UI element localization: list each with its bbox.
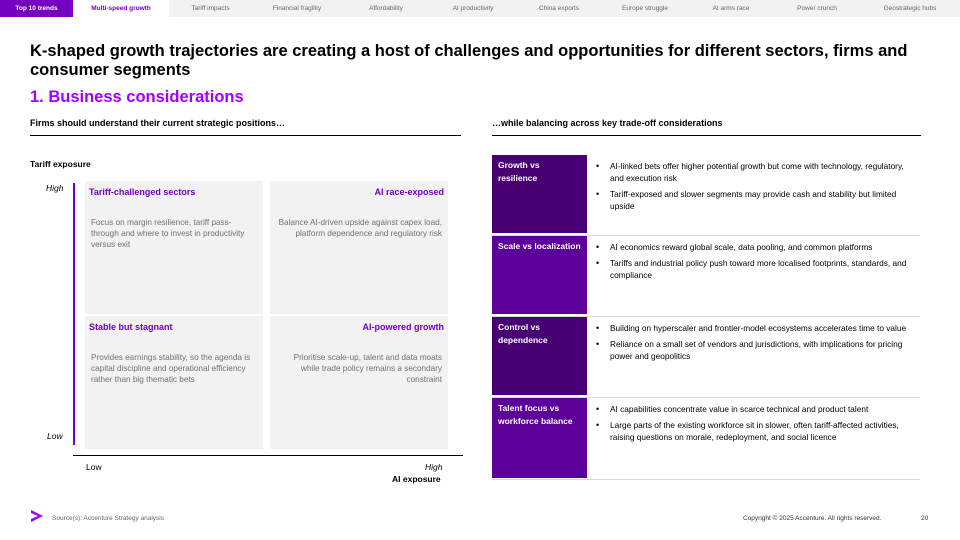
x-axis-high-label: High: [425, 462, 443, 472]
page-subtitle: 1. Business considerations: [30, 88, 244, 106]
quadrant-body: Balance AI-driven upside against capex l…: [278, 218, 442, 238]
bullet-item: Large parts of the existing workforce si…: [596, 419, 918, 443]
accenture-logo-icon: [31, 510, 43, 522]
bullet-item: Reliance on a small set of vendors and j…: [596, 338, 918, 362]
bullet-item: AI economics reward global scale, data p…: [596, 241, 918, 253]
quadrant-top-right: AI race-exposed Balance AI-driven upside…: [270, 181, 448, 314]
tab-financial-fragility[interactable]: Financial fragility: [272, 5, 322, 12]
tab-top-10-trends[interactable]: Top 10 trends: [0, 0, 73, 17]
tab-europe-struggle[interactable]: Europe struggle: [622, 5, 668, 12]
left-section-heading: Firms should understand their current st…: [30, 118, 286, 128]
x-axis-title: AI exposure: [392, 474, 441, 484]
copyright-note: Copyright © 2025 Accenture. All rights r…: [743, 515, 882, 522]
x-axis-line: [73, 455, 463, 456]
tab-geostrategic-hubs[interactable]: Geostrategic hubs: [883, 5, 937, 12]
tradeoff-label-control-vs-dependence: Control vs dependence: [492, 317, 587, 395]
right-section-heading: …while balancing across key trade-off co…: [492, 118, 723, 128]
tradeoff-bullets-talent: AI capabilities concentrate value in sca…: [596, 403, 918, 447]
y-axis-low-label: Low: [47, 431, 63, 441]
tradeoff-bullets-growth: AI-linked bets offer higher potential gr…: [596, 160, 918, 216]
tab-multi-speed-growth[interactable]: Multi-speed growth: [73, 0, 169, 17]
tradeoff-label-talent-vs-workforce: Talent focus vs workforce balance: [492, 398, 587, 478]
tab-ai-productivity[interactable]: AI productivity: [452, 5, 494, 12]
y-axis-high-label: High: [46, 183, 64, 193]
quadrant-title: Stable but stagnant: [89, 322, 173, 332]
quadrant-body: Provides earnings stability, so the agen…: [91, 353, 251, 384]
tradeoff-bullets-scale: AI economics reward global scale, data p…: [596, 241, 918, 285]
page-number: 20: [921, 515, 929, 522]
tab-affordability[interactable]: Affordability: [369, 5, 403, 12]
quadrant-bottom-right: AI-powered growth Prioritise scale-up, t…: [270, 316, 448, 449]
x-axis-low-label: Low: [86, 462, 102, 472]
tradeoff-label-scale-vs-localization: Scale vs localization: [492, 236, 587, 314]
quadrant-title: AI-powered growth: [362, 322, 445, 332]
source-note: Source(s): Accenture Strategy analysis: [52, 515, 164, 522]
row-divider: [492, 397, 920, 398]
quadrant-top-left: Tariff-challenged sectors Focus on margi…: [85, 181, 263, 314]
left-heading-rule: [30, 135, 461, 136]
bullet-item: Building on hyperscaler and frontier-mod…: [596, 322, 918, 334]
right-heading-rule: [492, 135, 921, 136]
row-divider: [492, 316, 920, 317]
quadrant-bottom-left: Stable but stagnant Provides earnings st…: [85, 316, 263, 449]
quadrant-body: Prioritise scale-up, talent and data moa…: [293, 353, 442, 384]
quadrant-title: AI race-exposed: [374, 187, 444, 197]
tab-power-crunch[interactable]: Power crunch: [797, 5, 837, 12]
tradeoff-label-growth-vs-resilience: Growth vs resilience: [492, 155, 587, 233]
bullet-item: Tariff-exposed and slower segments may p…: [596, 188, 918, 212]
tradeoff-bullets-control: Building on hyperscaler and frontier-mod…: [596, 322, 918, 366]
row-divider: [492, 235, 920, 236]
row-divider: [492, 479, 920, 480]
bullet-item: AI-linked bets offer higher potential gr…: [596, 160, 918, 184]
quadrant-title: Tariff-challenged sectors: [89, 187, 196, 197]
tab-china-exports[interactable]: China exports: [538, 5, 580, 12]
page-title: K-shaped growth trajectories are creatin…: [30, 42, 908, 79]
y-axis-line: [73, 183, 75, 445]
bullet-item: AI capabilities concentrate value in sca…: [596, 403, 918, 415]
quadrant-body: Focus on margin resilience, tariff pass-…: [91, 218, 245, 249]
y-axis-title: Tariff exposure: [30, 159, 91, 169]
tab-ai-arms-race[interactable]: AI arms race: [712, 5, 750, 12]
bullet-item: Tariffs and industrial policy push towar…: [596, 257, 918, 281]
top-navigation: Top 10 trends Multi-speed growth Tariff …: [0, 0, 960, 17]
tab-tariff-impacts[interactable]: Tariff impacts: [191, 5, 230, 12]
